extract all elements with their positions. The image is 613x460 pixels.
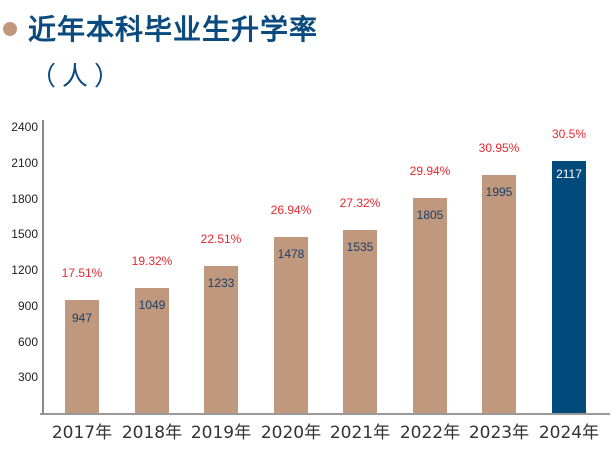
rate-label: 17.51% [61,266,103,281]
y-tick-label: 600 [17,334,38,349]
bar-value-label: 1233 [207,276,235,291]
x-tick-label: 2021年 [329,423,391,443]
bar-2021年: 1535 [343,230,377,413]
bar-value-label: 1535 [346,240,374,255]
title-bullet-icon [3,22,17,36]
bar-2018年: 1049 [135,287,169,413]
bar-2020年: 1478 [274,236,308,413]
y-tick-label: 300 [17,370,38,385]
rate-label: 27.32% [339,196,381,211]
rate-label: 30.95% [478,141,520,156]
rate-label: 29.94% [409,163,451,178]
bar-value-label: 1995 [485,185,513,200]
x-tick-label: 2019年 [190,423,252,443]
bar-2024年: 2117 [552,160,586,413]
y-tick-label: 1200 [11,263,38,277]
y-tick-label: 1500 [11,227,38,242]
y-axis [42,120,44,414]
chart-title: 近年本科毕业生升学率 [28,13,319,46]
x-tick-label: 2023年 [468,423,530,443]
x-tick-label: 2020年 [260,423,322,443]
y-tick-label: 1800 [11,191,38,206]
bar-value-label: 947 [71,311,93,326]
y-tick-label: 2100 [11,155,38,170]
rate-label: 22.51% [200,232,242,247]
bar-value-label: 1049 [138,297,166,312]
y-tick-label: 2400 [11,120,38,134]
x-tick-label: 2024年 [538,423,600,443]
x-tick-label: 2017年 [51,423,113,443]
y-tick-label: 900 [17,298,38,313]
rate-label: 26.94% [270,202,312,217]
bar-2023年: 1995 [482,175,516,413]
bar-2019年: 1233 [204,266,238,413]
bar-2022年: 1805 [413,197,447,413]
rate-label: 30.5% [551,126,587,141]
bar-value-label: 2117 [556,166,582,181]
rate-label: 19.32% [131,253,173,268]
chart-unit: （人） [30,62,127,92]
x-tick-label: 2018年 [121,423,183,443]
x-tick-label: 2022年 [399,423,461,443]
x-axis [40,413,610,415]
bar-value-label: 1478 [277,246,305,261]
bar-2017年: 947 [65,300,99,413]
bar-value-label: 1805 [416,207,444,222]
